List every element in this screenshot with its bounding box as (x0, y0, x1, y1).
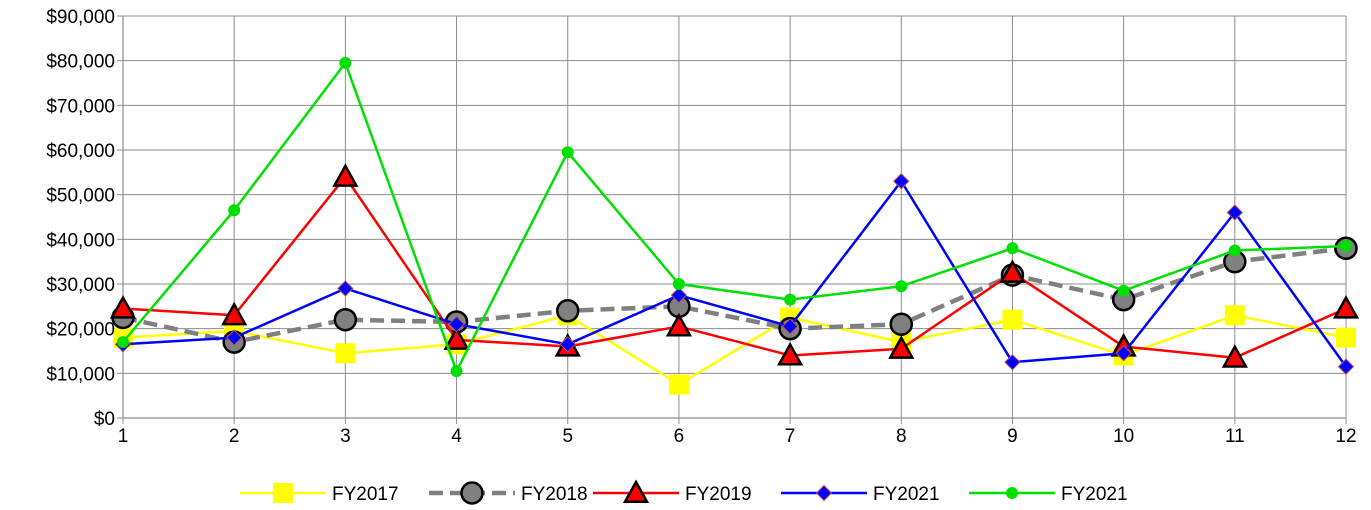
legend: FY2017 FY2018 FY2019 FY2021 FY2021 (240, 479, 1128, 505)
data-point (561, 146, 574, 159)
data-point (559, 336, 576, 353)
x-tick-label: 11 (1225, 426, 1245, 447)
data-point (893, 173, 910, 190)
x-tick-label: 10 (1113, 426, 1134, 447)
x-tick-label: 8 (896, 426, 907, 447)
y-tick-label: $20,000 (46, 320, 115, 341)
x-tick-labels: 1 2 3 4 5 6 7 8 9 10 11 12 (118, 426, 1357, 447)
data-point (781, 318, 799, 335)
data-point (555, 299, 580, 323)
data-point (889, 312, 914, 336)
data-point (228, 204, 241, 217)
data-point (888, 335, 915, 359)
x-tick-label: 7 (785, 426, 796, 447)
data-point (895, 280, 908, 293)
y-tick-label: $0 (94, 409, 115, 430)
data-point (665, 312, 693, 337)
legend-swatch-marker (460, 481, 484, 505)
data-point (1115, 345, 1132, 362)
data-point (1221, 344, 1248, 368)
series-line (122, 175, 1347, 359)
data-point (1117, 284, 1130, 297)
x-tick-label: 12 (1335, 426, 1356, 447)
legend-swatch-marker (622, 479, 650, 504)
legend-item: FY2021 (781, 484, 940, 505)
legend-item: FY2017 (240, 483, 399, 505)
data-point (1002, 309, 1023, 330)
data-point (1340, 240, 1352, 253)
y-tick-label: $70,000 (46, 96, 115, 117)
data-point (672, 278, 685, 290)
x-tick-label: 6 (674, 426, 685, 447)
data-point (225, 329, 243, 346)
series-line (122, 246, 1347, 345)
data-point (1226, 204, 1244, 221)
y-tick-label: $80,000 (46, 52, 115, 73)
x-tick-label: 5 (562, 426, 573, 447)
y-tick-label: $40,000 (46, 230, 115, 251)
legend-item: FY2018 (429, 481, 588, 505)
data-point (668, 374, 689, 395)
y-tick-label: $90,000 (46, 7, 115, 28)
y-tick-label: $60,000 (46, 141, 115, 162)
legend-item: FY2019 (593, 479, 752, 505)
legend-item: FY2021 (969, 484, 1128, 505)
legend-label: FY2019 (685, 484, 752, 505)
data-point (1224, 305, 1245, 326)
series-line (122, 180, 1348, 368)
data-point (670, 286, 688, 304)
data-point (117, 336, 129, 349)
axes (117, 15, 1347, 424)
series-5 (117, 56, 1352, 378)
x-tick-label: 9 (1007, 426, 1018, 447)
data-point (337, 280, 354, 297)
data-point (1332, 294, 1360, 319)
data-point (1337, 358, 1355, 375)
data-point (1006, 242, 1019, 255)
data-point (443, 326, 470, 350)
data-point (450, 365, 463, 378)
legend-swatch-marker (1006, 487, 1018, 499)
legend-label: FY2021 (873, 484, 940, 505)
data-point (776, 341, 804, 366)
data-point (335, 343, 356, 364)
series-line (122, 61, 1347, 373)
legend-swatch-marker (273, 483, 293, 503)
series-group (109, 56, 1360, 395)
data-point (999, 259, 1026, 283)
y-tick-labels: $0 $10,000 $20,000 $30,000 $40,000 $50,000 $60… (46, 7, 115, 430)
data-point (784, 293, 797, 306)
series-3 (109, 163, 1360, 368)
data-point (109, 294, 137, 319)
y-tick-label: $10,000 (46, 364, 115, 385)
data-point (339, 56, 352, 69)
data-point (332, 163, 359, 187)
y-tick-label: $50,000 (46, 186, 115, 207)
gridlines (122, 15, 1347, 419)
x-tick-label: 1 (118, 426, 129, 447)
legend-label: FY2018 (521, 484, 588, 505)
y-tick-label: $30,000 (46, 275, 115, 296)
x-tick-label: 2 (229, 426, 240, 447)
legend-label: FY2021 (1061, 484, 1128, 505)
data-point (221, 301, 248, 326)
legend-label: FY2017 (332, 484, 399, 505)
x-tick-label: 4 (451, 426, 462, 447)
data-point (1004, 353, 1021, 371)
legend-swatch-marker (815, 484, 833, 502)
data-point (333, 307, 358, 332)
x-tick-label: 3 (340, 426, 351, 447)
data-point (1228, 244, 1241, 257)
data-point (448, 315, 465, 333)
data-point (1336, 327, 1356, 348)
